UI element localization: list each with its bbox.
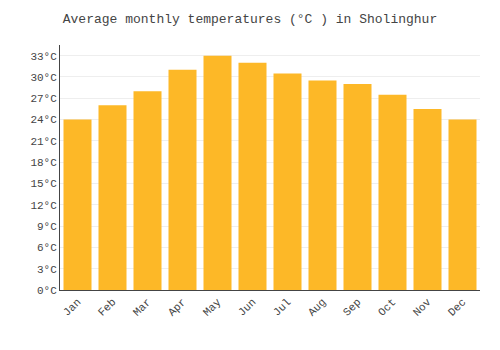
- svg-text:21°C: 21°C: [30, 136, 57, 148]
- svg-text:Sep: Sep: [341, 296, 363, 318]
- svg-text:Dec: Dec: [446, 296, 468, 318]
- svg-text:27°C: 27°C: [30, 93, 57, 105]
- svg-text:Mar: Mar: [131, 296, 153, 318]
- svg-text:Nov: Nov: [411, 296, 434, 319]
- svg-text:Jan: Jan: [61, 296, 83, 318]
- svg-text:Average monthly temperatures (: Average monthly temperatures (°C ) in Sh…: [63, 12, 437, 27]
- svg-text:15°C: 15°C: [30, 178, 57, 190]
- svg-text:9°C: 9°C: [37, 221, 57, 233]
- svg-text:Feb: Feb: [96, 296, 118, 318]
- svg-text:Aug: Aug: [306, 296, 328, 318]
- svg-text:18°C: 18°C: [30, 157, 57, 169]
- svg-text:0°C: 0°C: [37, 285, 57, 297]
- svg-text:Jul: Jul: [271, 296, 293, 318]
- svg-text:Apr: Apr: [166, 296, 188, 318]
- svg-text:Jun: Jun: [236, 296, 258, 318]
- svg-text:Oct: Oct: [376, 296, 398, 318]
- svg-text:May: May: [201, 296, 224, 319]
- svg-text:6°C: 6°C: [37, 242, 57, 254]
- svg-text:30°C: 30°C: [30, 72, 57, 84]
- svg-text:24°C: 24°C: [30, 114, 57, 126]
- svg-text:12°C: 12°C: [30, 200, 57, 212]
- svg-text:3°C: 3°C: [37, 264, 57, 276]
- svg-text:33°C: 33°C: [30, 51, 57, 63]
